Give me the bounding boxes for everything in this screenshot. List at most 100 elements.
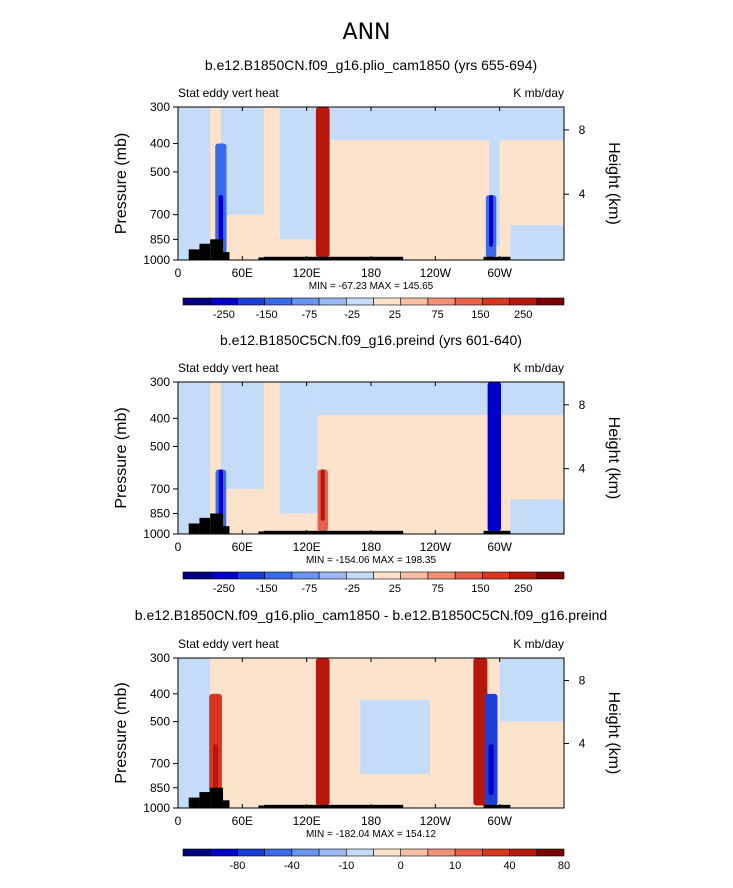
colorbar-label: 75	[432, 583, 444, 595]
y-tick-label: 300	[150, 375, 170, 389]
panel-right-label: K mb/day	[513, 361, 564, 375]
y-tick-label: 1000	[143, 527, 170, 541]
colorbar-swatch	[182, 571, 211, 580]
x-tick-label: 0	[175, 814, 182, 828]
colorbar-label: 250	[514, 583, 532, 595]
y-tick-label: 300	[150, 651, 170, 665]
colorbar-label: 0	[398, 860, 404, 872]
y-tick-label: 850	[150, 506, 170, 520]
stats-label: MIN = -67.23 MAX = 145.65	[309, 281, 434, 292]
topography	[263, 530, 313, 534]
topography	[483, 256, 511, 260]
field-feature	[473, 658, 488, 806]
colorbar-label: -80	[229, 860, 245, 872]
colorbar-swatch	[345, 571, 374, 580]
topography	[199, 517, 211, 534]
y-tick-label: 300	[150, 100, 170, 114]
colorbar-label: 250	[514, 309, 532, 321]
colorbar-swatch	[536, 571, 565, 580]
field-region	[317, 107, 564, 141]
topography	[210, 239, 224, 260]
field-feature	[487, 382, 502, 532]
field-region	[317, 382, 564, 416]
panel-right-label: K mb/day	[513, 637, 564, 651]
x-tick-label: 120W	[420, 540, 452, 554]
colorbar-swatch	[209, 297, 238, 306]
colorbar-swatch	[427, 848, 456, 857]
colorbar-swatch	[400, 297, 429, 306]
colorbar-swatch	[345, 848, 374, 857]
colorbar-label: 25	[389, 309, 401, 321]
colorbar-swatch	[318, 297, 347, 306]
x-tick-label: 60W	[487, 814, 512, 828]
field-region	[488, 107, 500, 247]
panel-title: b.e12.B1850C5CN.f09_g16.preind (yrs 601-…	[220, 332, 522, 348]
field-region	[178, 658, 211, 808]
x-tick-label: 180	[361, 266, 381, 280]
panel-left-label: Stat eddy vert heat	[178, 637, 279, 651]
topography	[223, 526, 230, 534]
y-axis-label: Pressure (mb)	[113, 133, 130, 234]
x-tick-label: 60E	[232, 814, 253, 828]
panel-title: b.e12.B1850CN.f09_g16.plio_cam1850 (yrs …	[205, 57, 537, 73]
colorbar-swatch	[536, 848, 565, 857]
field-feature-core	[218, 469, 224, 521]
colorbar-swatch	[209, 848, 238, 857]
field-feature-core	[212, 744, 219, 795]
y-tick-label: 400	[150, 687, 170, 701]
y-tick-label: 500	[150, 165, 170, 179]
colorbar-swatch	[291, 571, 320, 580]
y-axis-label: Pressure (mb)	[113, 407, 130, 508]
colorbar-label: -25	[344, 309, 360, 321]
x-tick-label: 120E	[293, 540, 321, 554]
y-tick-label: 850	[150, 232, 170, 246]
y-right-tick-label: 8	[579, 123, 586, 137]
colorbar-label: -40	[284, 860, 300, 872]
topography	[188, 797, 200, 808]
colorbar-swatch	[509, 848, 538, 857]
topography	[210, 513, 224, 534]
colorbar-swatch	[318, 848, 347, 857]
field-region	[220, 107, 264, 215]
colorbar-label: 150	[471, 309, 489, 321]
y-right-axis-label: Height (km)	[605, 417, 622, 500]
field-region	[279, 382, 318, 514]
panel-left-label: Stat eddy vert heat	[178, 86, 279, 100]
topography	[258, 531, 264, 534]
topography	[188, 249, 200, 260]
colorbar-label: 25	[389, 583, 401, 595]
colorbar-swatch	[209, 571, 238, 580]
colorbar-swatch	[482, 297, 510, 306]
colorbar-label: 80	[558, 860, 570, 872]
colorbar-label: -25	[344, 583, 360, 595]
stats-label: MIN = -182.04 MAX = 154.12	[306, 829, 437, 840]
topography	[263, 256, 313, 260]
field-feature-core	[320, 744, 326, 795]
colorbar-swatch	[454, 848, 483, 857]
colorbar-swatch	[427, 297, 456, 306]
panel-2: b.e12.B1850C5CN.f09_g16.preind (yrs 601-…	[113, 332, 622, 595]
colorbar-label: -150	[256, 583, 278, 595]
panel-3: b.e12.B1850CN.f09_g16.plio_cam1850 - b.e…	[113, 607, 622, 872]
field-region	[499, 658, 564, 722]
topography	[223, 252, 230, 260]
x-tick-label: 180	[361, 540, 381, 554]
field-feature-core	[320, 195, 326, 247]
y-right-tick-label: 8	[579, 398, 586, 412]
topography	[223, 800, 230, 808]
colorbar-swatch	[373, 297, 402, 306]
colorbar-swatch	[400, 571, 429, 580]
colorbar-swatch	[427, 571, 456, 580]
topography	[258, 257, 264, 260]
colorbar-swatch	[454, 571, 483, 580]
colorbar-label: -75	[301, 583, 317, 595]
stats-label: MIN = -154.06 MAX = 198.35	[306, 555, 437, 566]
field-feature-core	[477, 744, 484, 795]
topography	[210, 787, 224, 808]
field-region	[220, 382, 264, 489]
colorbar-swatch	[264, 848, 293, 857]
topography	[483, 804, 511, 808]
x-tick-label: 60W	[487, 266, 512, 280]
panel-title: b.e12.B1850CN.f09_g16.plio_cam1850 - b.e…	[135, 607, 607, 623]
field-feature-core	[218, 195, 224, 247]
